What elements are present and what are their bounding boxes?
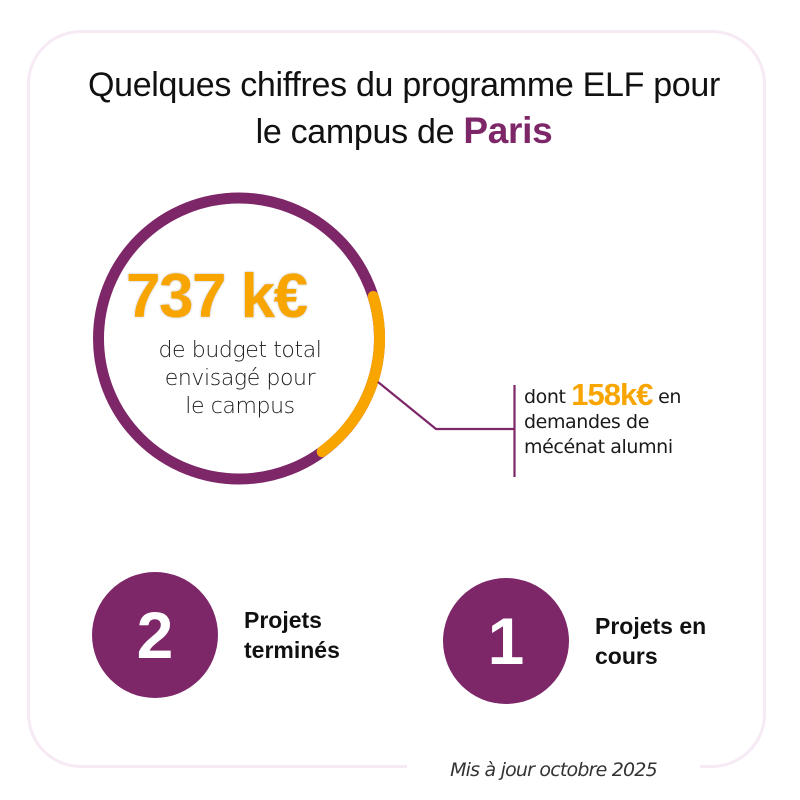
budget-desc-line: de budget total	[158, 338, 322, 363]
completed-projects-count-badge: 2	[92, 572, 218, 698]
completed-projects-label: Projets terminés	[244, 605, 340, 665]
alumni-donation-callout: dont 158k€ en demandes de mécénat alumni	[524, 379, 754, 460]
alumni-donation-amount: 158k€	[571, 377, 653, 412]
page-title: Quelques chiffres du programme ELF pour …	[0, 62, 800, 155]
title-line-2: le campus de Paris	[0, 108, 800, 155]
budget-ring-alumni-segment	[316, 291, 386, 458]
stat-ongoing-projects: 1 Projets en cours	[443, 578, 706, 704]
total-budget-amount: 737 k€	[126, 262, 308, 331]
callout-line-3: mécénat alumni	[524, 436, 673, 458]
ongoing-projects-count: 1	[487, 604, 525, 678]
callout-line-1: dont 158k€ en	[524, 379, 754, 410]
budget-desc-line: envisagé pour	[164, 366, 316, 391]
callout-line-2: demandes de	[524, 411, 649, 433]
budget-desc-line: le campus	[185, 394, 295, 419]
card-border-gap	[407, 760, 700, 780]
completed-projects-count: 2	[136, 598, 174, 672]
campus-city-name: Paris	[463, 110, 553, 151]
ongoing-projects-label: Projets en cours	[595, 611, 706, 671]
stat-label-line: terminés	[244, 637, 340, 663]
total-budget-description: de budget total envisagé pour le campus	[140, 337, 340, 421]
callout-prefix: dont	[524, 386, 566, 408]
title-line-1: Quelques chiffres du programme ELF pour	[87, 66, 721, 104]
title-line-2-prefix: le campus de	[255, 113, 455, 151]
stat-label-line: Projets	[244, 607, 322, 633]
infographic-card	[27, 30, 766, 768]
stat-label-line: Projets en	[595, 613, 707, 639]
stat-label-line: cours	[595, 643, 658, 669]
callout-connector-line	[377, 381, 514, 431]
last-updated-note: Mis à jour octobre 2025	[450, 759, 658, 781]
ongoing-projects-count-badge: 1	[443, 578, 569, 704]
callout-suffix: en	[658, 386, 682, 408]
stat-completed-projects: 2 Projets terminés	[92, 572, 340, 698]
